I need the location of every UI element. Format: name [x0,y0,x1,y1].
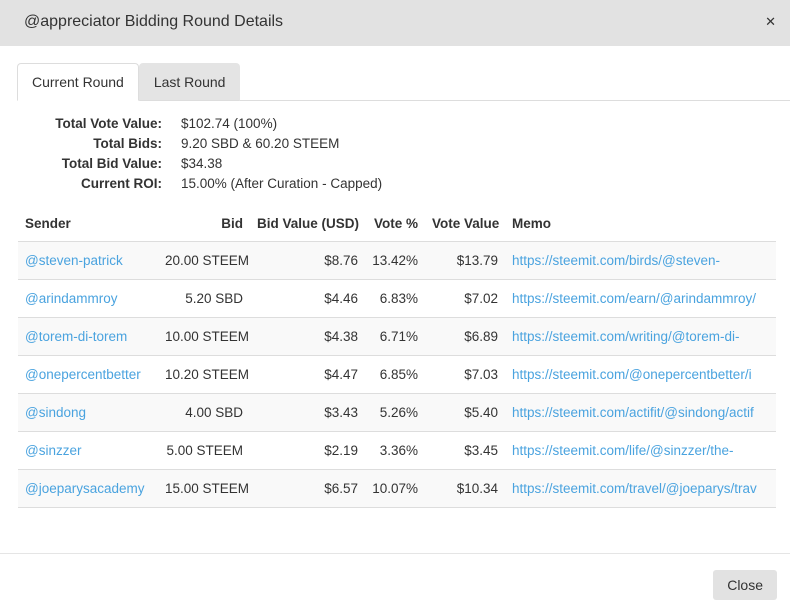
vote-pct-cell: 13.42% [372,253,418,268]
bid-cell: 4.00 SBD [185,405,243,420]
column-header-sender: Sender [25,216,71,231]
memo-link[interactable]: https://steemit.com/travel/@joeparys/tra… [512,481,757,496]
vote-pct-cell: 10.07% [372,481,418,496]
modal-footer: Close [0,553,790,616]
vote-value-cell: $3.45 [464,443,498,458]
sender-link[interactable]: @arindammroy [25,291,118,306]
bid-value-cell: $4.47 [324,367,358,382]
bid-value-cell: $3.43 [324,405,358,420]
bids-table: Sender Bid Bid Value (USD) Vote % Vote V… [18,208,776,508]
table-row: @steven-patrick 20.00 STEEM $8.76 13.42%… [18,241,776,280]
column-header-vote-pct: Vote % [373,216,418,231]
bid-value-cell: $4.38 [324,329,358,344]
tab-current-round[interactable]: Current Round [17,63,139,101]
close-icon[interactable]: ✕ [765,14,776,29]
sender-link[interactable]: @joeparysacademy [25,481,145,496]
bid-value-cell: $8.76 [324,253,358,268]
summary-value: $102.74 (100%) [181,116,278,131]
bid-cell: 20.00 STEEM [165,253,250,268]
column-header-memo: Memo [512,216,552,231]
table-row: @onepercentbetter 10.20 STEEM $4.47 6.85… [18,355,776,394]
table-row: @arindammroy 5.20 SBD $4.46 6.83% $7.02 … [18,279,776,318]
vote-value-cell: $10.34 [456,481,498,496]
summary-label: Current ROI: [81,176,162,191]
summary-total-vote-value: Total Vote Value: $102.74 (100%) [0,114,790,134]
vote-value-cell: $7.02 [464,291,498,306]
bid-value-cell: $2.19 [324,443,358,458]
vote-pct-cell: 3.36% [379,443,418,458]
vote-pct-cell: 6.85% [379,367,418,382]
table-row: @sinzzer 5.00 STEEM $2.19 3.36% $3.45 ht… [18,431,776,470]
round-summary: Total Vote Value: $102.74 (100%) Total B… [0,114,790,194]
bid-cell: 15.00 STEEM [165,481,250,496]
table-header-row: Sender Bid Bid Value (USD) Vote % Vote V… [18,208,776,242]
memo-link[interactable]: https://steemit.com/actifit/@sindong/act… [512,405,754,420]
vote-pct-cell: 6.83% [379,291,418,306]
summary-value: 15.00% (After Curation - Capped) [181,176,383,191]
summary-value: $34.38 [181,156,223,171]
vote-value-cell: $5.40 [464,405,498,420]
sender-link[interactable]: @steven-patrick [25,253,123,268]
sender-link[interactable]: @sindong [25,405,86,420]
sender-link[interactable]: @torem-di-torem [25,329,128,344]
summary-total-bid-value: Total Bid Value: $34.38 [0,154,790,174]
vote-pct-cell: 6.71% [379,329,418,344]
memo-link[interactable]: https://steemit.com/birds/@steven- [512,253,721,268]
memo-link[interactable]: https://steemit.com/writing/@torem-di- [512,329,740,344]
vote-value-cell: $13.79 [456,253,498,268]
summary-label: Total Bids: [93,136,162,151]
column-header-bid: Bid [221,216,243,231]
bid-value-cell: $4.46 [324,291,358,306]
column-header-bid-value: Bid Value (USD) [257,216,360,231]
bid-value-cell: $6.57 [324,481,358,496]
vote-pct-cell: 5.26% [379,405,418,420]
column-header-vote-value: Vote Value [432,216,500,231]
bid-cell: 10.20 STEEM [165,367,250,382]
bid-cell: 5.20 SBD [185,291,243,306]
modal-header: @appreciator Bidding Round Details ✕ [0,0,790,46]
bid-cell: 10.00 STEEM [165,329,250,344]
table-row: @torem-di-torem 10.00 STEEM $4.38 6.71% … [18,317,776,356]
summary-value: 9.20 SBD & 60.20 STEEM [181,136,340,151]
summary-current-roi: Current ROI: 15.00% (After Curation - Ca… [0,174,790,194]
table-row: @joeparysacademy 15.00 STEEM $6.57 10.07… [18,469,776,508]
vote-value-cell: $7.03 [464,367,498,382]
summary-label: Total Bid Value: [61,156,162,171]
close-button[interactable]: Close [713,570,777,600]
memo-link[interactable]: https://steemit.com/earn/@arindammroy/ [512,291,757,306]
summary-label: Total Vote Value: [55,116,162,131]
table-row: @sindong 4.00 SBD $3.43 5.26% $5.40 http… [18,393,776,432]
sender-link[interactable]: @sinzzer [25,443,82,458]
modal-title: @appreciator Bidding Round Details [24,13,284,30]
summary-total-bids: Total Bids: 9.20 SBD & 60.20 STEEM [0,134,790,154]
tab-bar: Current Round Last Round [17,63,790,101]
vote-value-cell: $6.89 [464,329,498,344]
memo-link[interactable]: https://steemit.com/life/@sinzzer/the- [512,443,734,458]
tab-last-round[interactable]: Last Round [138,63,241,101]
sender-link[interactable]: @onepercentbetter [25,367,141,382]
memo-link[interactable]: https://steemit.com/@onepercentbetter/i [512,367,752,382]
bid-cell: 5.00 STEEM [166,443,243,458]
